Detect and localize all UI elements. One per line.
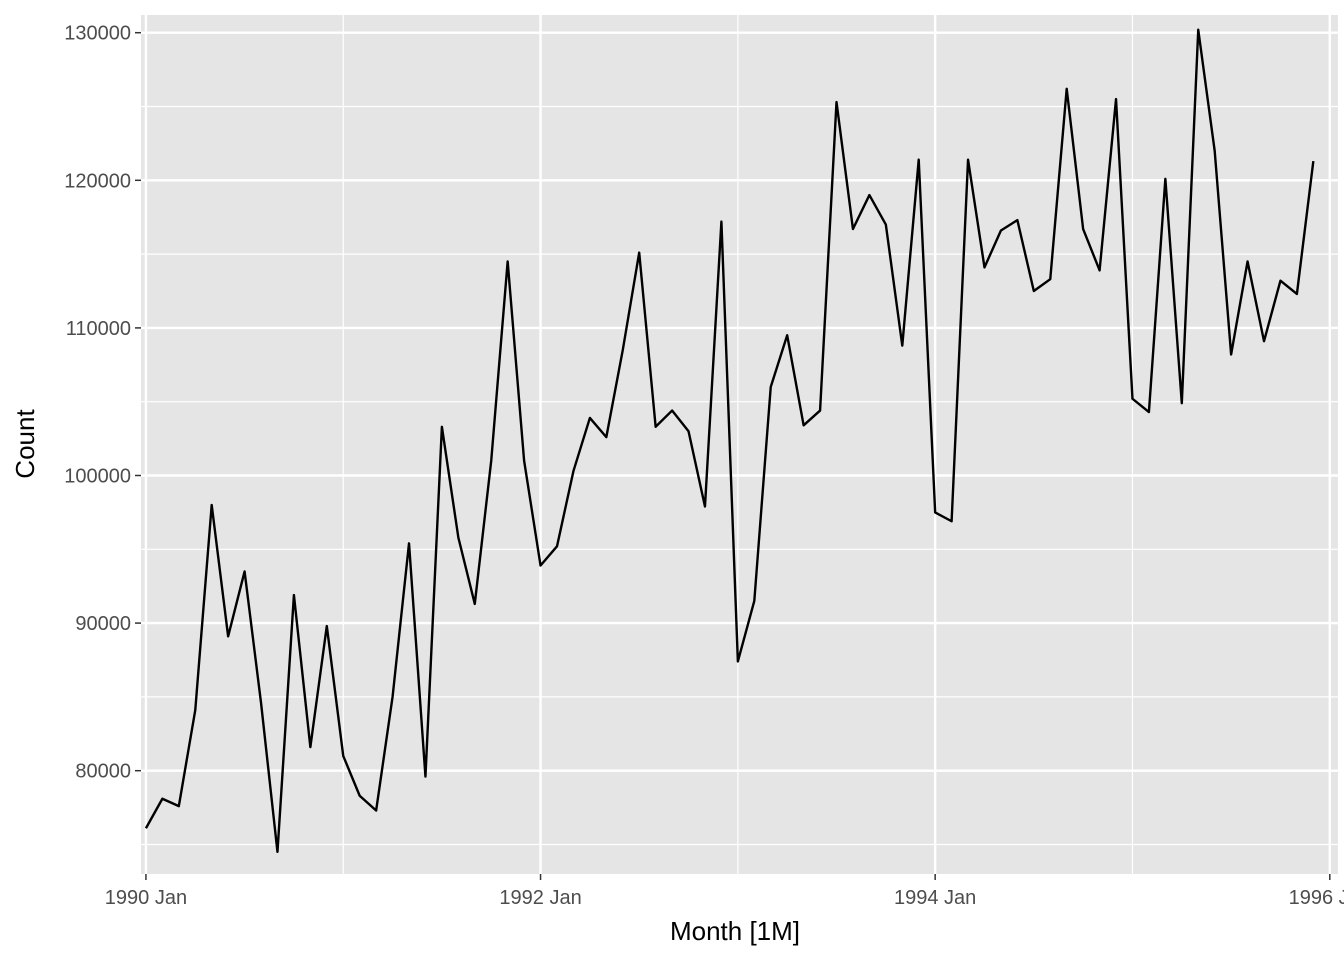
- y-tick-label: 90000: [75, 613, 131, 635]
- series-layer: [144, 28, 1315, 854]
- plot-panel: [141, 15, 1338, 874]
- x-tick-label: 1990 Jan: [105, 887, 187, 909]
- y-axis-title: Count: [10, 409, 40, 479]
- x-tick-label: 1996 Jan: [1289, 887, 1344, 909]
- major-gridlines: [141, 15, 1338, 874]
- y-tick-label: 80000: [75, 761, 131, 783]
- y-tick-label: 120000: [64, 170, 131, 192]
- x-tick-label: 1992 Jan: [499, 887, 581, 909]
- x-axis: 1990 Jan 1992 Jan 1994 Jan 1996 Jan: [105, 874, 1344, 909]
- x-axis-title: Month [1M]: [670, 916, 800, 946]
- y-axis: 80000 90000 100000 110000 120000 130000: [64, 23, 141, 783]
- y-tick-label: 110000: [66, 318, 131, 340]
- y-tick-label: 130000: [64, 23, 131, 45]
- series-line: [144, 28, 1315, 854]
- minor-gridlines: [141, 15, 1338, 874]
- x-tick-label: 1994 Jan: [894, 887, 976, 909]
- y-tick-label: 100000: [64, 465, 131, 487]
